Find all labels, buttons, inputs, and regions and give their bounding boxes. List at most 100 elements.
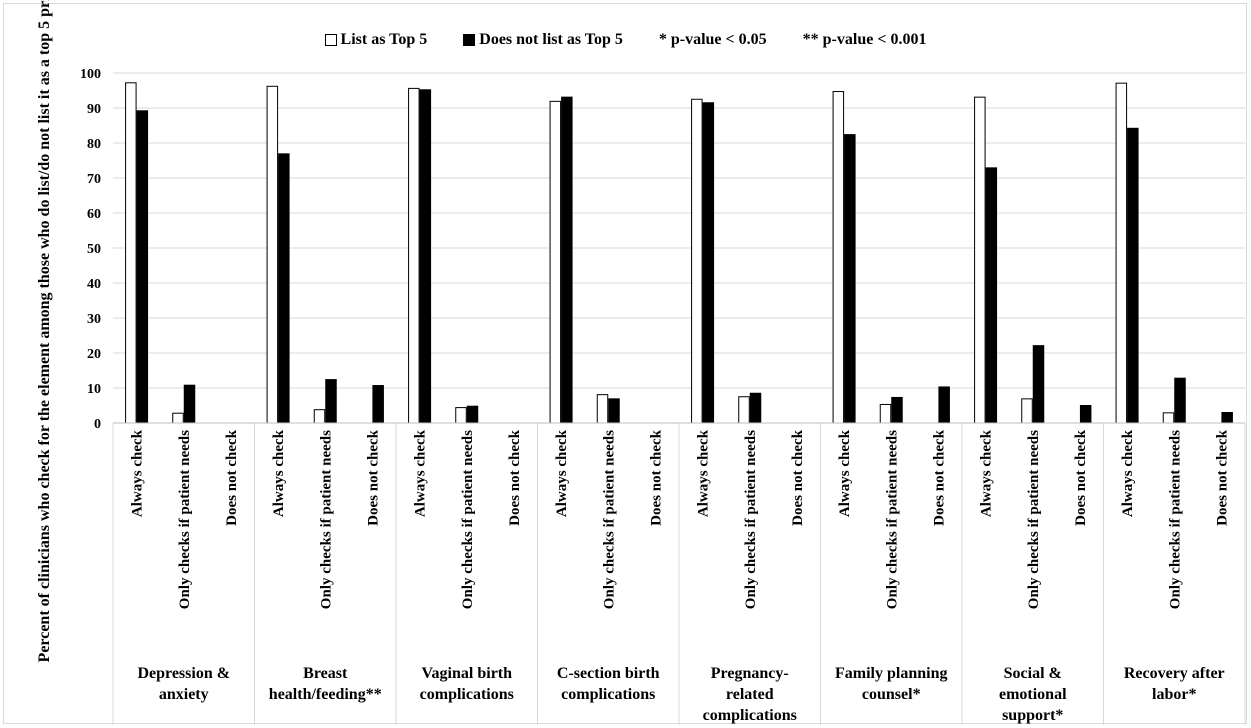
bar-not-list-top5 bbox=[1221, 412, 1233, 424]
x-subcategory-label: Does not check bbox=[790, 429, 806, 525]
y-axis-title: Percent of clinicians who check for the … bbox=[36, 0, 53, 662]
bar-not-list-top5 bbox=[372, 385, 384, 424]
x-subcategory-label: Does not check bbox=[1073, 429, 1089, 525]
bar-list-top5 bbox=[172, 412, 184, 424]
x-subcategory-label: Only checks if patient needs bbox=[884, 430, 900, 609]
y-tick-label: 100 bbox=[80, 67, 101, 82]
bar-not-list-top5 bbox=[702, 102, 715, 424]
x-group-label-line: health/feeding** bbox=[269, 686, 382, 703]
bar-list-top5 bbox=[691, 98, 703, 424]
x-group-label-line: emotional bbox=[999, 686, 1067, 703]
x-group-label-line: Depression & bbox=[137, 665, 230, 682]
x-group-label-line: complications bbox=[420, 686, 514, 703]
x-subcategory-label: Does not check bbox=[648, 429, 664, 525]
x-group-label-line: C-section birth bbox=[557, 665, 660, 682]
x-subcategory-label: Only checks if patient needs bbox=[1026, 430, 1042, 609]
bar-list-top5 bbox=[1115, 82, 1128, 424]
y-tick-label: 70 bbox=[87, 172, 101, 187]
x-subcategory-label: Always check bbox=[554, 429, 570, 517]
bar-list-top5 bbox=[266, 85, 279, 424]
x-group-label-line: counsel* bbox=[862, 686, 921, 703]
x-group-label-line: Pregnancy- bbox=[711, 665, 789, 682]
x-subcategory-label: Only checks if patient needs bbox=[177, 430, 193, 609]
y-tick-label: 80 bbox=[87, 137, 101, 152]
x-group-label-line: complications bbox=[703, 707, 797, 724]
bar-list-top5 bbox=[879, 403, 892, 424]
bar-not-list-top5 bbox=[136, 110, 149, 424]
legend-p001: ** p-value < 0.001 bbox=[803, 31, 927, 49]
y-tick-label: 90 bbox=[87, 102, 101, 117]
bar-not-list-top5 bbox=[749, 392, 762, 424]
bar-list-top5 bbox=[125, 82, 137, 424]
bar-not-list-top5 bbox=[183, 384, 196, 424]
bar-not-list-top5 bbox=[1127, 127, 1139, 424]
x-subcategory-label: Does not check bbox=[365, 429, 381, 525]
y-tick-label: 20 bbox=[87, 347, 101, 362]
x-group-label: Social & emotional support* bbox=[999, 665, 1067, 724]
x-group-label: Pregnancy-related complications bbox=[703, 665, 797, 724]
bar-list-top5 bbox=[738, 396, 750, 424]
x-subcategory-label: Always check bbox=[130, 429, 146, 517]
x-group-label-line: labor* bbox=[1152, 686, 1196, 703]
bar-not-list-top5 bbox=[938, 386, 950, 424]
bar-not-list-top5 bbox=[278, 153, 290, 424]
x-subcategory-label: Only checks if patient needs bbox=[318, 430, 334, 609]
y-tick-label: 0 bbox=[94, 417, 101, 432]
x-subcategory-label: Only checks if patient needs bbox=[743, 430, 759, 609]
y-tick-label: 40 bbox=[87, 277, 101, 292]
x-subcategory-label: Only checks if patient needs bbox=[1167, 430, 1183, 609]
x-group-label-line: support* bbox=[1002, 707, 1063, 724]
x-group-label-line: Recovery after bbox=[1124, 665, 1225, 682]
legend-p05: * p-value < 0.05 bbox=[659, 31, 767, 49]
x-group-label: Breast health/feeding** bbox=[269, 665, 382, 703]
bar-list-top5 bbox=[832, 91, 845, 424]
x-group-label-line: anxiety bbox=[159, 686, 209, 703]
legend: List as Top 5 Does not list as Top 5 * p… bbox=[0, 31, 1251, 49]
x-subcategory-label: Does not check bbox=[224, 429, 240, 525]
y-tick-label: 50 bbox=[87, 242, 101, 257]
x-group-label: Family planning counsel* bbox=[835, 665, 947, 703]
bar-not-list-top5 bbox=[419, 89, 432, 424]
x-subcategory-label: Always check bbox=[979, 429, 995, 517]
x-group-label-line: complications bbox=[561, 686, 655, 703]
bar-not-list-top5 bbox=[985, 167, 998, 424]
bar-list-top5 bbox=[1162, 412, 1175, 424]
legend-list: List as Top 5 bbox=[324, 31, 427, 49]
legend-p001-label: ** p-value < 0.001 bbox=[802, 31, 927, 48]
x-group-label: Depression & anxiety bbox=[137, 665, 230, 703]
x-subcategory-label: Only checks if patient needs bbox=[601, 430, 617, 609]
legend-p05-label: * p-value < 0.05 bbox=[658, 31, 767, 48]
bar-not-list-top5 bbox=[466, 405, 479, 424]
bar-not-list-top5 bbox=[561, 96, 573, 424]
y-tick-label: 10 bbox=[87, 382, 101, 397]
legend-notlist: Does not list as Top 5 bbox=[463, 31, 623, 49]
x-subcategory-label: Always check bbox=[271, 429, 287, 517]
bar-list-top5 bbox=[455, 407, 467, 424]
bar-not-list-top5 bbox=[891, 396, 903, 424]
x-subcategory-label: Always check bbox=[1120, 429, 1136, 517]
x-group-label-line: Breast bbox=[303, 665, 348, 682]
bar-list-top5 bbox=[313, 409, 326, 424]
legend-notlist-swatch bbox=[463, 34, 476, 46]
bar-list-top5 bbox=[596, 394, 609, 424]
x-subcategory-label: Always check bbox=[696, 429, 712, 517]
bar-not-list-top5 bbox=[1079, 405, 1092, 424]
x-subcategory-label: Does not check bbox=[507, 429, 523, 525]
bar-not-list-top5 bbox=[325, 379, 337, 424]
y-tick-label: 60 bbox=[87, 207, 101, 222]
x-group-label: C-section birth complications bbox=[557, 665, 660, 703]
x-group-label-line: Social & bbox=[1004, 665, 1062, 682]
legend-list-swatch bbox=[324, 34, 337, 46]
bar-not-list-top5 bbox=[1174, 377, 1186, 424]
chart-frame bbox=[3, 3, 1247, 724]
y-tick-label: 30 bbox=[87, 312, 101, 327]
x-group-label: Recovery after labor* bbox=[1124, 665, 1225, 703]
bar-list-top5 bbox=[408, 87, 420, 424]
x-subcategory-label: Always check bbox=[837, 429, 853, 517]
x-group-label-line: Vaginal birth bbox=[421, 665, 512, 682]
legend-notlist-label: Does not list as Top 5 bbox=[479, 31, 623, 48]
x-subcategory-label: Always check bbox=[413, 429, 429, 517]
bar-not-list-top5 bbox=[1032, 345, 1045, 424]
x-subcategory-label: Does not check bbox=[931, 429, 947, 525]
